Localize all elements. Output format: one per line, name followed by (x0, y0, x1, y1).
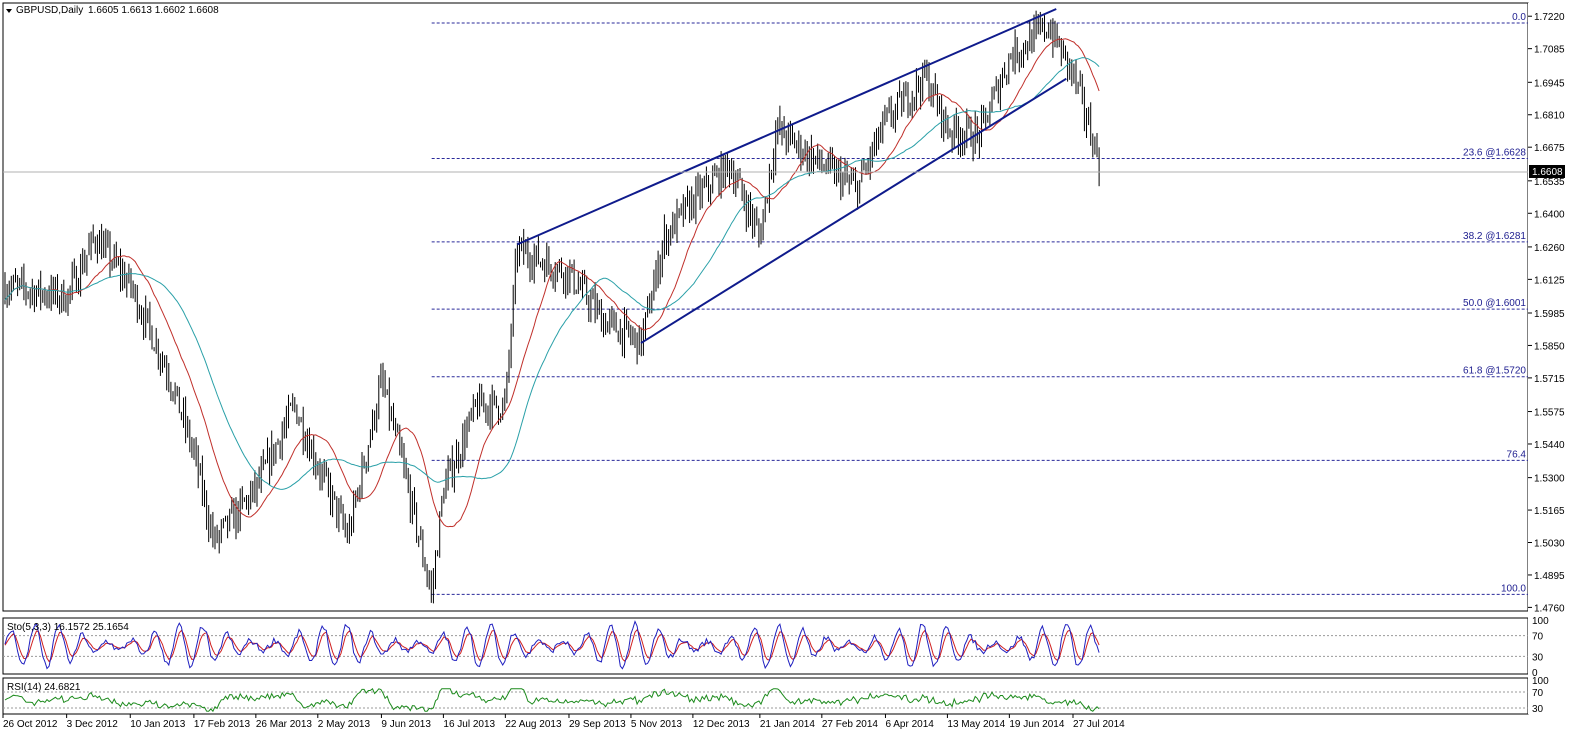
y-tick-label: 1.6125 (1534, 275, 1565, 286)
rsi-tick-label: 100 (1532, 676, 1549, 687)
current-price-badge (1529, 165, 1565, 178)
fib-level-label: 100.0 (1501, 583, 1526, 594)
x-tick-label: 22 Aug 2013 (505, 719, 562, 730)
x-tick-label: 26 Oct 2012 (3, 719, 58, 730)
ohlc-readout: 1.6605 1.6613 1.6602 1.6608 (88, 5, 219, 16)
trendlines (516, 8, 1067, 344)
stoch-tick-label: 100 (1532, 616, 1549, 627)
y-tick-label: 1.4760 (1534, 603, 1565, 614)
stoch-signal-line (4, 628, 1100, 663)
channel-top-line (516, 8, 1057, 246)
x-tick-label: 13 May 2014 (947, 719, 1005, 730)
rsi-line (4, 688, 1100, 713)
x-tick-label: 12 Dec 2013 (693, 719, 750, 730)
y-tick-label: 1.4895 (1534, 571, 1565, 582)
rsi-tick-label: 30 (1532, 704, 1544, 715)
x-tick-label: 29 Sep 2013 (569, 719, 626, 730)
y-tick-label: 1.6810 (1534, 111, 1565, 122)
x-tick-label: 19 Jun 2014 (1009, 719, 1064, 730)
x-tick-label: 21 Jan 2014 (760, 719, 815, 730)
channel-bottom-line (640, 77, 1067, 344)
price-axis (1528, 3, 1594, 714)
x-axis-ticks: 26 Oct 2012 3 Dec 2012 10 Jan 2013 17 Feb 2… (2, 714, 1125, 730)
x-tick-label: 17 Feb 2013 (194, 719, 251, 730)
y-tick-label: 1.5165 (1534, 506, 1565, 517)
main-panel (2, 2, 1529, 612)
y-tick-label: 1.6675 (1534, 143, 1565, 154)
y-tick-label: 1.7220 (1534, 12, 1565, 23)
fib-level-label: 50.0 @1.6001 (1463, 298, 1526, 309)
x-tick-label: 27 Jul 2014 (1073, 719, 1125, 730)
y-tick-label: 1.5300 (1534, 474, 1565, 485)
collapse-arrow-icon[interactable] (6, 9, 12, 13)
stoch-main-line (4, 620, 1100, 670)
y-tick-label: 1.6260 (1534, 243, 1565, 254)
fibonacci-levels: 0.0 23.6 @1.6628 38.2 @1.6281 50.0 @1.6001 6… (431, 12, 1528, 595)
fib-level-label: 0.0 (1512, 12, 1526, 23)
fib-level-label: 61.8 @1.5720 (1463, 366, 1526, 377)
rsi-label: RSI(14) 24.6821 (7, 682, 81, 693)
stochastic-label: Sto(5,3,3) 16.1572 25.1654 (7, 622, 129, 633)
stoch-tick-label: 30 (1532, 652, 1544, 663)
y-tick-label: 1.5985 (1534, 309, 1565, 320)
fib-level-label: 38.2 @1.6281 (1463, 231, 1526, 242)
y-tick-label: 1.7085 (1534, 45, 1565, 56)
fib-level-label: 23.6 @1.6628 (1463, 147, 1526, 158)
y-tick-label: 1.6535 (1534, 177, 1565, 188)
moving-averages (4, 38, 1100, 528)
chart-title: GBPUSD,Daily (16, 5, 83, 16)
current-price-label: 1.6608 (1532, 167, 1563, 178)
x-tick-label: 5 Nov 2013 (631, 719, 683, 730)
fib-level-label: 76.4 (1507, 449, 1527, 460)
x-tick-label: 6 Apr 2014 (885, 719, 934, 730)
y-tick-label: 1.5440 (1534, 440, 1565, 451)
y-tick-label: 1.6400 (1534, 209, 1565, 220)
x-tick-label: 3 Dec 2012 (67, 719, 119, 730)
rsi-panel (2, 677, 1529, 715)
y-tick-label: 1.5030 (1534, 539, 1565, 550)
y-axis-ticks: 1.7220 1.7085 1.6945 1.6810 1.6675 1.6535 1.64… (1528, 12, 1565, 614)
x-tick-label: 9 Jun 2013 (381, 719, 431, 730)
stochastic-panel (2, 617, 1529, 675)
y-tick-label: 1.5850 (1534, 341, 1565, 352)
y-tick-label: 1.5715 (1534, 374, 1565, 385)
x-tick-label: 27 Feb 2014 (822, 719, 879, 730)
stoch-tick-label: 70 (1532, 632, 1544, 643)
ma-fast-line (4, 38, 1100, 528)
x-tick-label: 10 Jan 2013 (130, 719, 185, 730)
x-tick-label: 16 Jul 2013 (443, 719, 495, 730)
stoch-tick-label: 0 (1532, 668, 1538, 679)
y-tick-label: 1.6945 (1534, 78, 1565, 89)
x-tick-label: 26 Mar 2013 (256, 719, 313, 730)
rsi-tick-label: 70 (1532, 688, 1544, 699)
ma-slow-line (4, 57, 1100, 490)
x-tick-label: 2 May 2013 (318, 719, 371, 730)
stochastic-oscillator: 100 70 30 0 (3, 616, 1549, 679)
y-tick-label: 1.5575 (1534, 408, 1565, 419)
